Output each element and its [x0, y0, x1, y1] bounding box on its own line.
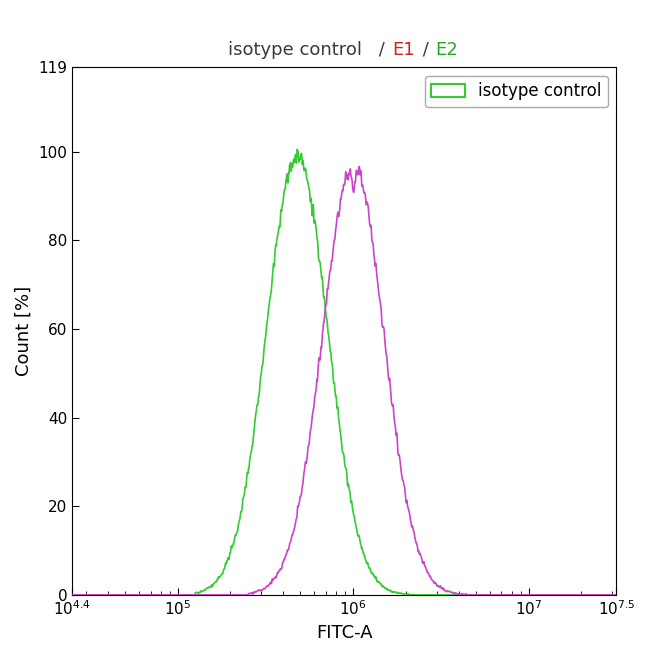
Y-axis label: Count [%]: Count [%] [15, 286, 33, 376]
X-axis label: FITC-A: FITC-A [316, 624, 372, 642]
Legend: isotype control: isotype control [424, 76, 608, 107]
Text: E2: E2 [436, 41, 458, 59]
Text: E1: E1 [392, 41, 415, 59]
Text: /: / [417, 41, 434, 59]
Text: /: / [373, 41, 391, 59]
Text: isotype control: isotype control [229, 41, 363, 59]
